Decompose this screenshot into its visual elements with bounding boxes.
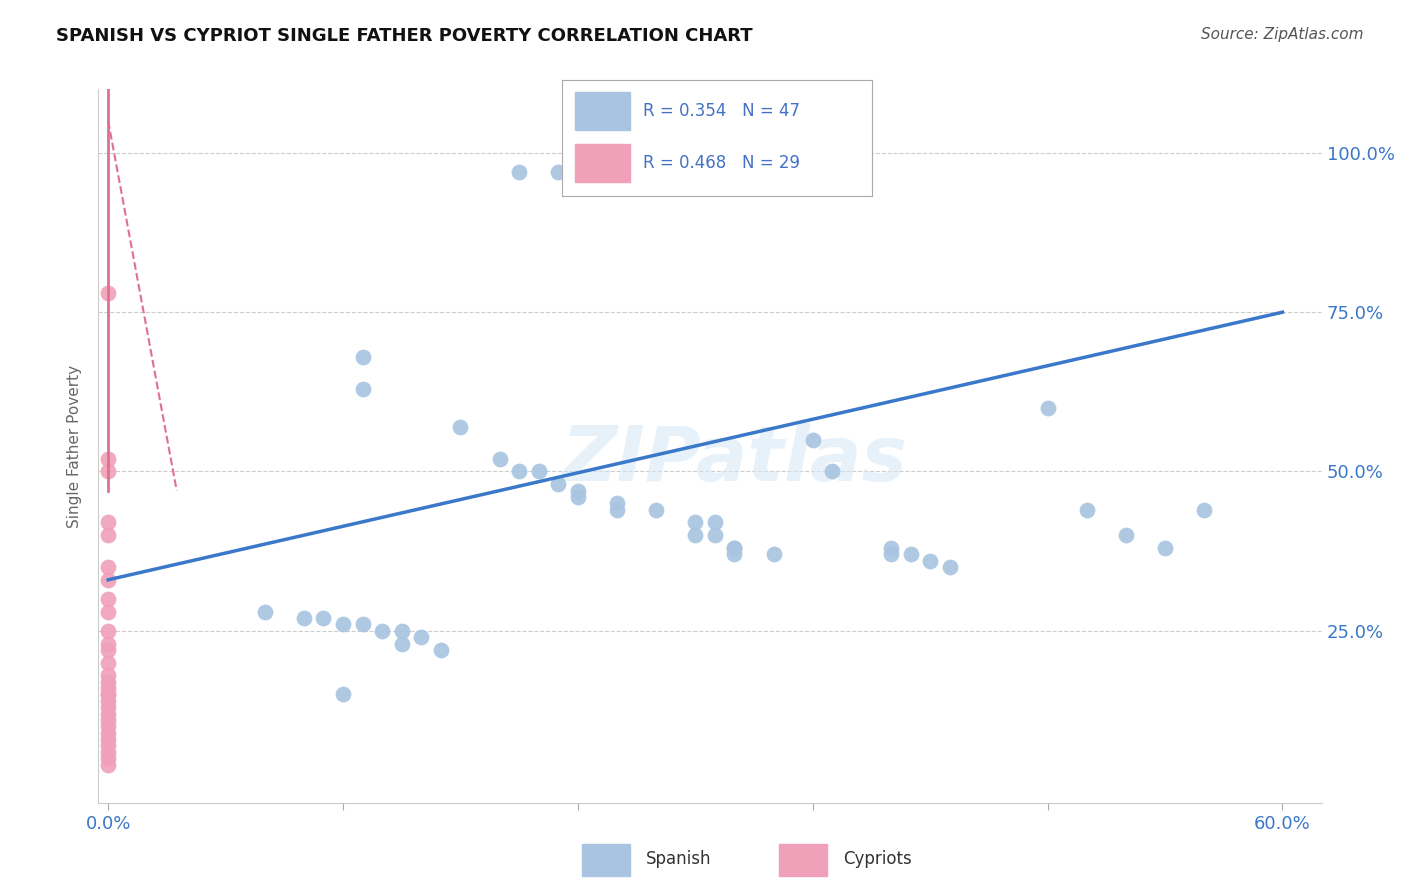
Text: Source: ZipAtlas.com: Source: ZipAtlas.com [1201,27,1364,42]
Point [97,681,120,695]
Text: SPANISH VS CYPRIOT SINGLE FATHER POVERTY CORRELATION CHART: SPANISH VS CYPRIOT SINGLE FATHER POVERTY… [56,27,752,45]
Point [352,350,374,364]
Point [97,713,120,727]
Point [97,286,120,301]
Point [97,636,120,650]
Point [332,617,354,632]
Point [547,477,569,491]
Point [97,700,120,714]
Point [547,165,569,179]
Point [430,643,453,657]
Point [352,617,374,632]
Point [97,451,120,466]
Bar [779,844,827,876]
Point [97,656,120,670]
Point [97,694,120,708]
Point [723,541,745,555]
Point [391,624,413,638]
Point [685,528,707,542]
Point [762,547,785,561]
Point [411,630,433,644]
Point [723,541,745,555]
Point [527,465,550,479]
Point [312,611,335,625]
Point [97,528,120,542]
Point [97,668,120,682]
Point [450,420,472,434]
Point [626,165,648,179]
Point [391,636,413,650]
Bar [582,844,630,876]
Point [723,547,745,561]
Point [97,757,120,772]
Point [97,591,120,606]
Point [97,624,120,638]
Y-axis label: Single Father Poverty: Single Father Poverty [67,365,83,527]
Point [1076,502,1098,516]
Point [488,451,510,466]
Point [1192,502,1215,516]
Point [801,433,824,447]
Point [703,528,725,542]
Point [508,165,530,179]
Point [97,573,120,587]
Point [97,674,120,689]
Point [508,465,530,479]
Point [1036,401,1059,415]
Point [1154,541,1177,555]
Point [97,706,120,721]
Point [332,688,354,702]
Point [880,547,903,561]
Point [586,165,609,179]
Point [253,605,276,619]
Point [606,502,628,516]
Point [352,382,374,396]
Point [920,554,942,568]
Point [645,502,668,516]
Point [880,541,903,555]
Text: Spanish: Spanish [645,849,711,868]
Point [821,465,844,479]
Point [97,688,120,702]
Point [97,516,120,530]
Bar [575,144,630,182]
Point [97,643,120,657]
Point [292,611,315,625]
Text: R = 0.354   N = 47: R = 0.354 N = 47 [643,102,800,120]
Point [97,725,120,739]
Point [900,547,922,561]
Point [97,560,120,574]
Text: R = 0.468   N = 29: R = 0.468 N = 29 [643,154,800,172]
Point [97,605,120,619]
Point [606,496,628,510]
Text: Cypriots: Cypriots [844,849,912,868]
Point [703,516,725,530]
Point [97,745,120,759]
Point [97,719,120,733]
Point [97,739,120,753]
Point [1115,528,1137,542]
Point [97,688,120,702]
Point [97,751,120,765]
Point [97,465,120,479]
Point [685,516,707,530]
Bar [575,92,630,130]
Point [97,732,120,747]
Point [567,490,589,504]
Text: ZIPatlas: ZIPatlas [561,424,907,497]
Point [939,560,962,574]
Point [371,624,394,638]
Point [567,483,589,498]
